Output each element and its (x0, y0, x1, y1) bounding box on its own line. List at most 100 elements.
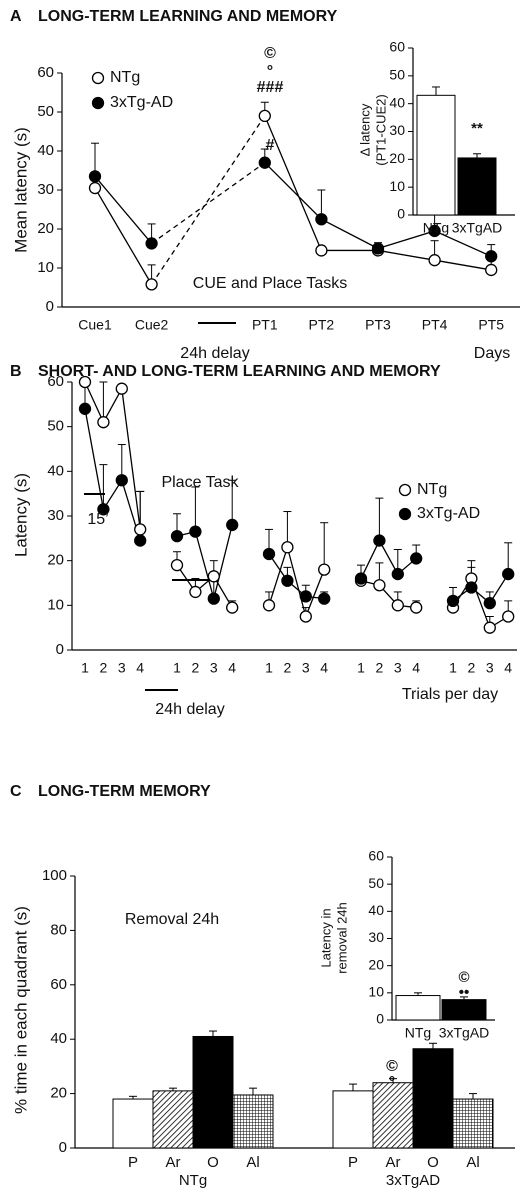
marker (502, 567, 515, 581)
y-tick-label: 20 (50, 1085, 67, 1102)
connector (151, 162, 266, 244)
panel-label: A (10, 8, 22, 25)
marker (226, 518, 239, 532)
bar-label: Ar (166, 1154, 181, 1171)
bar (452, 1098, 494, 1149)
bar-label: O (427, 1154, 439, 1171)
bar (332, 1090, 374, 1149)
y-tick-label: 10 (368, 984, 384, 1000)
x-tick-label: 2 (100, 660, 108, 676)
marker (262, 599, 276, 612)
bar (372, 1082, 414, 1149)
marker (373, 534, 386, 547)
marker (315, 213, 328, 226)
bar-label: P (128, 1154, 138, 1171)
bar-label: P (348, 1154, 358, 1171)
marker (226, 601, 239, 614)
y-axis-label: % time in each quadrant (s) (11, 906, 30, 1114)
x-tick-label: Cue2 (135, 317, 169, 333)
bar (416, 94, 456, 216)
x-tick-label: 4 (320, 660, 328, 676)
y-tick-label: 20 (389, 150, 405, 166)
marker (88, 170, 102, 183)
x-tick-label: 2 (284, 660, 292, 676)
y-tick-label: 40 (368, 902, 384, 918)
annotation: 15’ (87, 511, 108, 528)
annotation: Trials per day (402, 686, 498, 703)
y-tick-label: 30 (389, 122, 405, 138)
y-tick-label: 40 (389, 94, 405, 110)
y-tick-label: 30 (47, 507, 64, 524)
x-tick-label: 2 (468, 660, 476, 676)
y-tick-label: 10 (47, 596, 64, 613)
y-tick-label: 0 (56, 641, 64, 658)
y-tick-label: 80 (50, 921, 67, 938)
y-axis-label: removal 24h (334, 902, 349, 974)
annotation: ° (267, 63, 273, 80)
y-axis-label: (PT1-CUE2) (373, 94, 388, 166)
marker (258, 156, 271, 169)
marker (465, 581, 478, 594)
y-tick-label: 50 (368, 875, 384, 891)
y-tick-label: 50 (47, 418, 64, 435)
series-line (84, 408, 509, 605)
bar (441, 999, 487, 1021)
x-tick-label: 3 (210, 660, 218, 676)
y-tick-label: 0 (59, 1139, 67, 1156)
group-label: NTg (179, 1172, 207, 1189)
y-tick-label: 50 (37, 103, 54, 120)
x-tick-label: NTg (405, 1025, 431, 1041)
y-tick-label: 0 (46, 298, 54, 315)
marker (170, 558, 184, 572)
x-tick-label: 1 (449, 660, 457, 676)
marker (189, 525, 202, 538)
marker (97, 503, 110, 516)
annotation: # (266, 137, 275, 154)
y-tick-label: 100 (42, 867, 67, 884)
y-tick-label: 10 (389, 178, 405, 194)
marker (299, 590, 312, 603)
marker (318, 592, 331, 605)
marker (410, 552, 423, 565)
y-tick-label: 40 (50, 1030, 67, 1047)
legend-label: 3xTg-AD (417, 505, 480, 522)
panel-heading: LONG-TERM MEMORY (38, 783, 211, 800)
y-tick-label: 0 (376, 1011, 384, 1027)
panel-label: C (10, 783, 22, 800)
bar (232, 1094, 274, 1149)
x-tick-label: NTg (423, 220, 449, 236)
bar-label: Ar (386, 1154, 401, 1171)
bar (152, 1090, 194, 1149)
marker (78, 402, 92, 415)
annotation: Removal 24h (125, 911, 219, 928)
x-tick-label: PT5 (478, 317, 504, 333)
legend-marker (91, 96, 105, 110)
y-tick-label: 20 (368, 956, 384, 972)
group-label: 3xTgAD (386, 1172, 440, 1189)
marker (446, 594, 460, 608)
marker (281, 541, 294, 554)
marker (318, 563, 331, 576)
x-tick-label: 4 (228, 660, 236, 676)
x-tick-label: PT1 (252, 317, 278, 333)
panel-label: B (10, 363, 22, 380)
annotation: Days (474, 345, 510, 362)
x-tick-label: PT3 (365, 317, 391, 333)
annotation: © (386, 1058, 398, 1075)
y-tick-label: 30 (37, 181, 54, 198)
bar (395, 995, 441, 1021)
legend-label: NTg (417, 481, 447, 498)
x-tick-label: 4 (504, 660, 512, 676)
marker (354, 572, 368, 585)
marker (299, 610, 312, 623)
y-tick-label: 20 (47, 552, 64, 569)
marker (485, 250, 498, 263)
panel-heading: LONG-TERM LEARNING AND MEMORY (38, 8, 338, 25)
legend-marker (398, 507, 412, 521)
marker (428, 224, 441, 238)
y-axis-label: Latency (s) (11, 473, 30, 557)
marker (115, 382, 128, 395)
marker (391, 567, 404, 581)
bar (412, 1048, 454, 1149)
x-tick-label: 2 (192, 660, 200, 676)
